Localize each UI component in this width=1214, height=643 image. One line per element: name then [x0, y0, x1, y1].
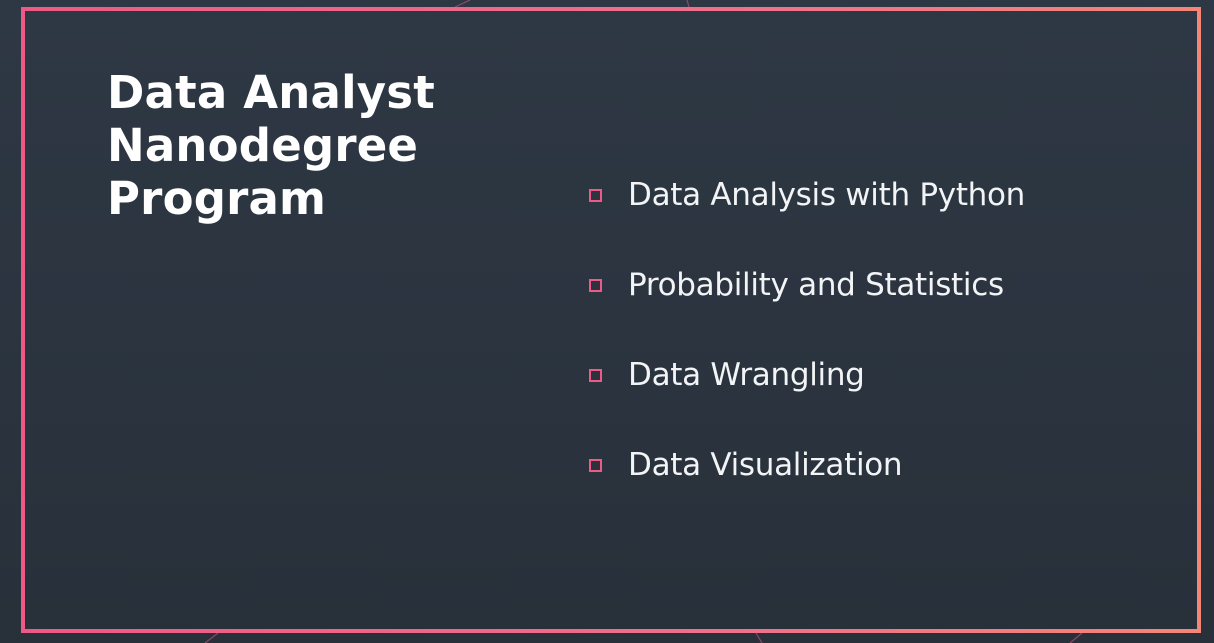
- list-item-label: Data Visualization: [628, 447, 903, 483]
- square-outline-icon: [589, 188, 602, 202]
- square-outline-icon: [589, 368, 602, 382]
- list-item-label: Probability and Statistics: [628, 267, 1004, 303]
- decor-line: [1069, 632, 1083, 643]
- slide-title: Data Analyst Nanodegree Program: [107, 66, 435, 225]
- topic-list: Data Analysis with Python Probability an…: [589, 172, 1025, 532]
- list-item: Probability and Statistics: [589, 262, 1025, 308]
- list-item: Data Analysis with Python: [589, 172, 1025, 218]
- decor-line: [755, 632, 763, 643]
- square-outline-icon: [589, 458, 602, 472]
- list-item: Data Visualization: [589, 442, 1025, 488]
- list-item: Data Wrangling: [589, 352, 1025, 398]
- decor-line: [686, 0, 690, 8]
- decor-line: [454, 0, 471, 8]
- list-item-label: Data Analysis with Python: [628, 177, 1026, 213]
- title-line: Data Analyst: [107, 66, 435, 119]
- title-line: Program: [107, 172, 327, 225]
- square-outline-icon: [589, 278, 602, 292]
- list-item-label: Data Wrangling: [628, 357, 865, 393]
- slide-frame: [21, 7, 1201, 633]
- title-line: Nanodegree: [107, 119, 419, 172]
- decor-line: [204, 632, 219, 643]
